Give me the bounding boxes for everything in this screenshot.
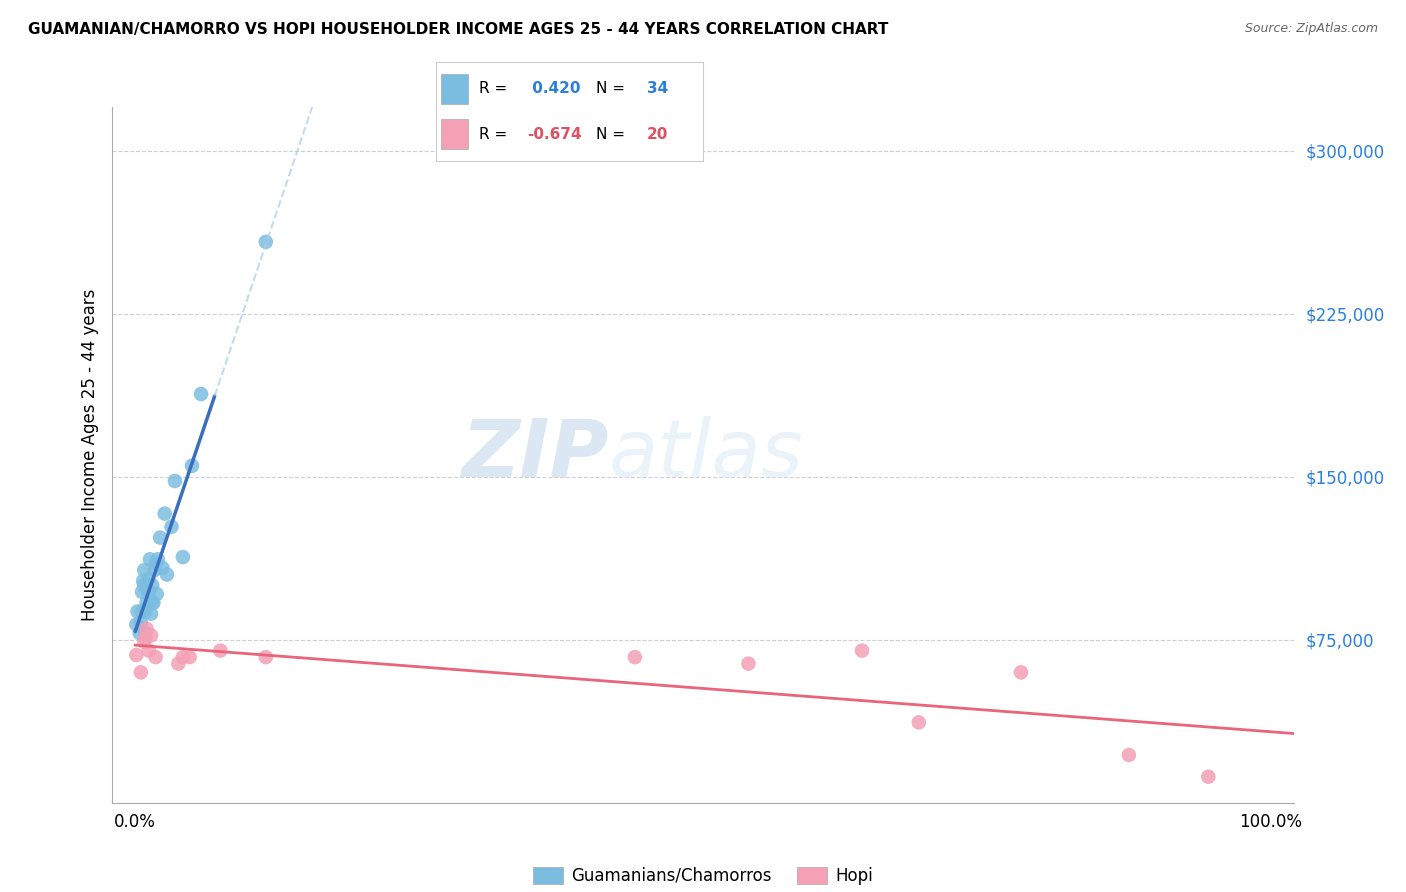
- Point: [135, 622, 157, 636]
- Point: [141, 596, 163, 610]
- Point: [172, 650, 194, 665]
- Point: [1010, 665, 1032, 680]
- Point: [125, 648, 148, 662]
- FancyBboxPatch shape: [441, 74, 468, 103]
- Point: [129, 665, 152, 680]
- Point: [181, 458, 204, 473]
- Text: 0.420: 0.420: [527, 81, 581, 96]
- Point: [134, 635, 156, 649]
- Point: [141, 578, 163, 592]
- Point: [131, 605, 153, 619]
- Text: 34: 34: [647, 81, 668, 96]
- Text: N =: N =: [596, 127, 630, 142]
- Text: ZIP: ZIP: [461, 416, 609, 494]
- Point: [145, 587, 169, 601]
- Point: [1118, 747, 1140, 762]
- Text: -0.674: -0.674: [527, 127, 581, 142]
- Point: [134, 578, 156, 592]
- Point: [135, 596, 157, 610]
- Point: [138, 643, 160, 657]
- Text: Source: ZipAtlas.com: Source: ZipAtlas.com: [1244, 22, 1378, 36]
- Point: [163, 474, 186, 488]
- Point: [134, 605, 156, 619]
- Point: [149, 531, 172, 545]
- Point: [1197, 770, 1219, 784]
- Point: [254, 650, 277, 665]
- Point: [138, 587, 160, 601]
- Point: [156, 567, 179, 582]
- Point: [146, 552, 169, 566]
- Point: [851, 643, 873, 657]
- Text: R =: R =: [478, 81, 512, 96]
- Point: [125, 617, 148, 632]
- Point: [179, 650, 201, 665]
- Point: [128, 626, 150, 640]
- Point: [142, 596, 165, 610]
- Point: [153, 507, 176, 521]
- Legend: Guamanians/Chamorros, Hopi: Guamanians/Chamorros, Hopi: [533, 867, 873, 885]
- Point: [139, 628, 162, 642]
- Point: [160, 519, 183, 533]
- Point: [167, 657, 190, 671]
- Point: [129, 615, 152, 630]
- Point: [209, 643, 232, 657]
- Point: [134, 631, 156, 645]
- Text: GUAMANIAN/CHAMORRO VS HOPI HOUSEHOLDER INCOME AGES 25 - 44 YEARS CORRELATION CHA: GUAMANIAN/CHAMORRO VS HOPI HOUSEHOLDER I…: [28, 22, 889, 37]
- Point: [139, 607, 162, 621]
- Point: [143, 563, 166, 577]
- FancyBboxPatch shape: [441, 120, 468, 149]
- Point: [127, 605, 149, 619]
- Point: [136, 582, 159, 597]
- Text: N =: N =: [596, 81, 630, 96]
- Point: [254, 235, 277, 249]
- Point: [737, 657, 759, 671]
- Y-axis label: Householder Income Ages 25 - 44 years: Householder Income Ages 25 - 44 years: [80, 289, 98, 621]
- Point: [145, 557, 167, 571]
- Point: [190, 387, 212, 401]
- Point: [134, 563, 156, 577]
- Text: 20: 20: [647, 127, 668, 142]
- Text: R =: R =: [478, 127, 512, 142]
- Point: [132, 574, 155, 588]
- Text: atlas: atlas: [609, 416, 803, 494]
- Point: [138, 572, 160, 586]
- Point: [145, 650, 167, 665]
- Point: [152, 561, 174, 575]
- Point: [134, 626, 156, 640]
- Point: [131, 585, 153, 599]
- Point: [172, 550, 194, 565]
- Point: [139, 552, 162, 566]
- Point: [624, 650, 647, 665]
- Point: [907, 715, 929, 730]
